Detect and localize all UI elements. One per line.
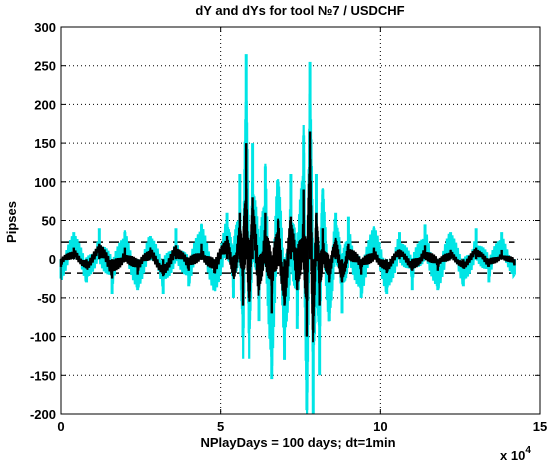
- y-tick-label: -150: [30, 368, 56, 383]
- y-axis-label: Pipses: [4, 201, 19, 243]
- y-tick-label: 150: [34, 136, 56, 151]
- y-ticks: -200 -150 -100 -50 0 50 100 150 200 250 300: [30, 20, 540, 422]
- x-tick-label: 15: [533, 419, 547, 434]
- x-tick-label: 0: [57, 419, 64, 434]
- x-exponent-label: x 104: [500, 445, 531, 463]
- x-tick-label: 5: [217, 419, 224, 434]
- y-tick-label: -100: [30, 330, 56, 345]
- x-ticks: 0 5 10 15: [57, 27, 547, 434]
- x-axis-label: NPlayDays = 100 days; dt=1min: [200, 435, 395, 450]
- y-tick-label: 0: [49, 252, 56, 267]
- y-tick-label: 100: [34, 175, 56, 190]
- y-tick-label: 250: [34, 59, 56, 74]
- y-tick-label: -200: [30, 407, 56, 422]
- series-group: [59, 54, 516, 415]
- y-tick-label: 50: [42, 214, 56, 229]
- y-tick-label: 300: [34, 20, 56, 35]
- y-tick-label: 200: [34, 97, 56, 112]
- chart-title: dY and dYs for tool №7 / USDCHF: [195, 3, 404, 18]
- grid: [61, 27, 540, 414]
- x-tick-label: 10: [373, 419, 387, 434]
- y-tick-label: -50: [37, 291, 56, 306]
